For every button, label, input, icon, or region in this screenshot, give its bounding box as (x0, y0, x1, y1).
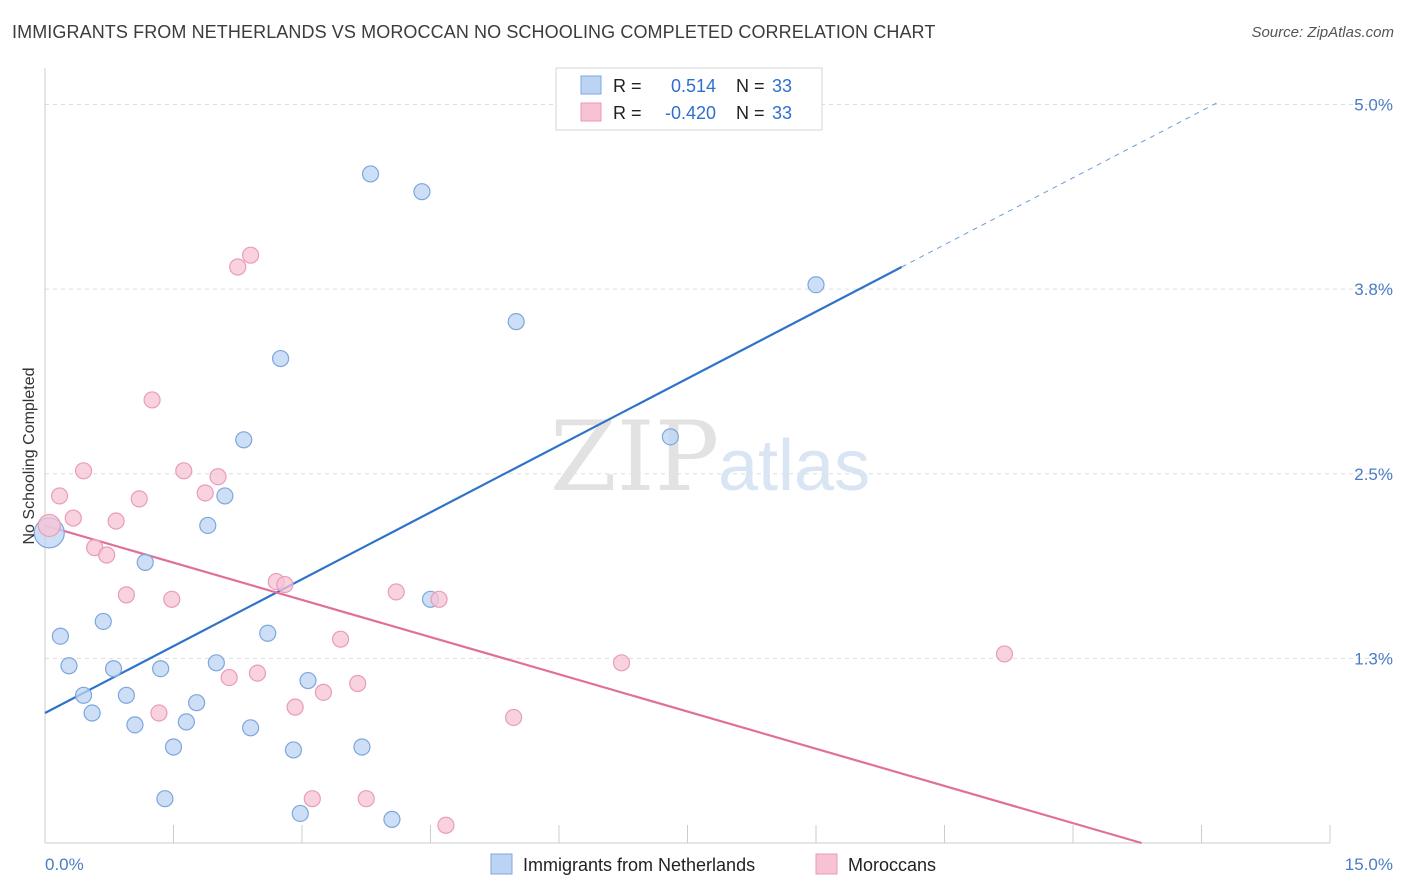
moroccans-point-20 (276, 575, 294, 594)
moroccans-point-14 (209, 468, 227, 486)
moroccans-point-16 (229, 258, 247, 276)
netherlands-point-15 (199, 516, 217, 535)
netherlands-point-1 (51, 627, 70, 645)
y-tick-label-1: 2.5% (1354, 465, 1393, 484)
moroccans-point-31 (612, 654, 631, 672)
moroccans-point-29 (437, 816, 455, 834)
moroccans-point-8 (130, 490, 148, 508)
y-axis-label: No Schooling Completed (21, 368, 38, 545)
netherlands-point-8 (126, 716, 144, 734)
legend-r-value-2: -0.420 (665, 103, 716, 123)
netherlands-trend-line (44, 266, 903, 715)
netherlands-point-20 (259, 624, 277, 642)
moroccans-point-27 (387, 583, 405, 601)
moroccans-point-9 (143, 391, 161, 409)
moroccans-point-25 (349, 674, 367, 693)
moroccans-point-15 (220, 668, 238, 687)
series-legend: Immigrants from Netherlands Moroccans (490, 853, 936, 875)
netherlands-point-17 (216, 487, 234, 505)
moroccans-point-6 (107, 512, 125, 530)
netherlands-point-32 (807, 276, 825, 294)
netherlands-point-28 (413, 183, 431, 201)
moroccans-point-5 (98, 546, 116, 564)
x-tick-label-1: 15.0% (1345, 855, 1393, 874)
correlation-legend: R = 0.514 N = 33 R = -0.420 N = 33 (555, 67, 823, 131)
netherlands-point-4 (83, 704, 101, 722)
moroccans-point-26 (357, 790, 375, 808)
y-tick-label-2: 3.8% (1354, 280, 1393, 299)
netherlands-point-23 (291, 804, 309, 823)
netherlands-point-14 (188, 694, 206, 712)
netherlands-point-5 (94, 612, 112, 631)
trend-lines (44, 101, 1219, 845)
legend-r-label-1: R = (613, 76, 642, 96)
netherlands-point-12 (164, 738, 183, 756)
grid-lines (45, 104, 1390, 659)
netherlands-point-16 (207, 654, 225, 672)
moroccans-point-24 (331, 630, 350, 648)
legend-r-value-1: 0.514 (671, 76, 716, 96)
legend-swatch-blue (580, 75, 602, 95)
moroccans-trend-line (44, 524, 1142, 845)
series-legend-netherlands: Immigrants from Netherlands (523, 855, 755, 875)
moroccans-point-7 (117, 586, 135, 604)
moroccans-point-0 (37, 513, 61, 538)
legend-r-label-2: R = (613, 103, 642, 123)
moroccans-point-13 (196, 484, 214, 502)
legend-n-label-2: N = (736, 103, 765, 123)
moroccans-point-3 (74, 462, 93, 480)
netherlands-point-26 (361, 165, 380, 183)
netherlands-point-2 (60, 657, 78, 675)
netherlands-point-7 (117, 686, 135, 704)
netherlands-point-13 (177, 713, 195, 731)
watermark-atlas: atlas (718, 426, 870, 506)
series-legend-moroccans: Moroccans (848, 855, 936, 875)
moroccans-point-18 (248, 664, 267, 682)
netherlands-point-21 (271, 349, 290, 368)
moroccans-point-30 (504, 708, 523, 727)
moroccans-point-11 (163, 590, 181, 608)
netherlands-point-10 (152, 660, 170, 678)
axes (44, 68, 1331, 844)
source-label: Source: ZipAtlas.com (1251, 24, 1394, 41)
moroccans-point-21 (286, 698, 304, 716)
legend-n-value-2: 33 (772, 103, 792, 123)
netherlands-point-11 (156, 790, 174, 808)
watermark-zip: ZIP (550, 401, 719, 513)
netherlands-point-3 (74, 686, 93, 704)
netherlands-point-30 (507, 313, 525, 331)
moroccans-point-28 (430, 590, 448, 608)
series-legend-swatch-moroccans (815, 853, 838, 875)
x-tick-label-0: 0.0% (45, 855, 84, 874)
data-points (33, 165, 1014, 834)
series-legend-swatch-netherlands (490, 853, 513, 875)
y-tick-label-0: 1.3% (1354, 649, 1393, 668)
netherlands-point-18 (235, 431, 253, 449)
moroccans-point-1 (50, 487, 69, 505)
netherlands-point-31 (661, 428, 679, 446)
legend-n-label-1: N = (736, 76, 765, 96)
y-tick-label-3: 5.0% (1354, 96, 1393, 115)
netherlands-point-19 (242, 719, 260, 737)
moroccans-point-23 (314, 683, 333, 701)
legend-swatch-pink (580, 102, 602, 122)
moroccans-point-22 (303, 790, 321, 808)
netherlands-point-22 (284, 741, 303, 759)
netherlands-point-27 (383, 810, 401, 828)
moroccans-point-17 (242, 246, 260, 264)
legend-n-value-1: 33 (772, 76, 792, 96)
netherlands-point-9 (136, 553, 154, 571)
netherlands-point-25 (353, 738, 371, 756)
netherlands-trend-extension (901, 101, 1219, 268)
moroccans-point-2 (64, 509, 82, 527)
netherlands-point-6 (104, 660, 123, 678)
moroccans-point-10 (150, 704, 168, 722)
moroccans-point-12 (175, 462, 193, 480)
tick-labels: 1.3% 2.5% 3.8% 5.0% 0.0% 15.0% (45, 96, 1393, 874)
moroccans-point-32 (995, 645, 1014, 663)
chart-title: IMMIGRANTS FROM NETHERLANDS VS MOROCCAN … (12, 22, 936, 42)
netherlands-point-24 (299, 671, 317, 690)
